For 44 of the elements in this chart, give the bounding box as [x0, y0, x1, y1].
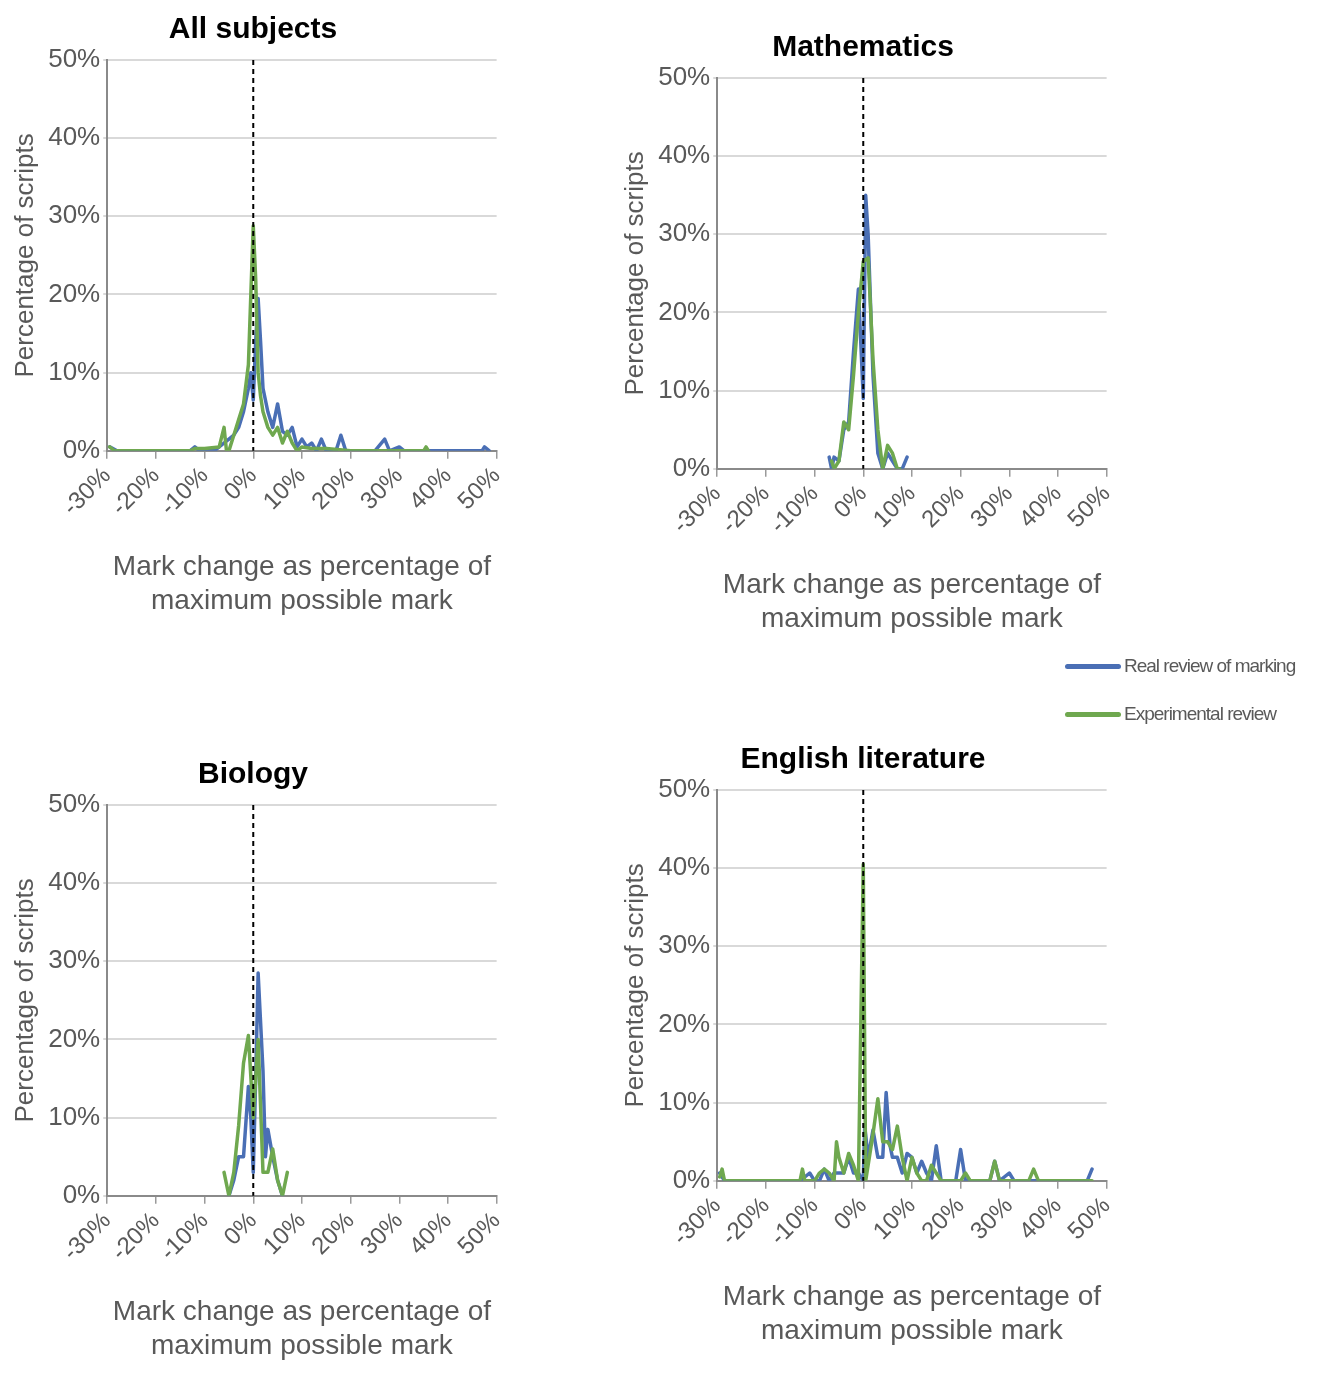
- x-tick-label: 0%: [217, 461, 262, 505]
- y-tick-label: 50%: [48, 43, 101, 74]
- y-tick-label: 10%: [658, 1085, 711, 1116]
- y-tick-label: 40%: [48, 121, 101, 152]
- x-axis-title: Mark change as percentage of maximum possible mark: [112, 550, 492, 615]
- y-tick-label: 40%: [48, 866, 101, 897]
- y-tick-label: 20%: [48, 277, 101, 308]
- y-tick-label: 10%: [48, 355, 101, 386]
- y-axis-title: Percentage of scripts: [618, 863, 649, 1108]
- x-axis-title: Mark change as percentage of maximum possible mark: [722, 1280, 1102, 1345]
- x-tick-label: 40%: [403, 1206, 457, 1260]
- y-tick-label: 40%: [658, 139, 711, 170]
- x-tick-label: 40%: [1013, 1191, 1067, 1245]
- x-axis-title: Mark change as percentage of maximum possible mark: [112, 1295, 492, 1360]
- y-tick-label: 30%: [48, 199, 101, 230]
- x-tick-label: 0%: [827, 1191, 872, 1235]
- chart-title: All subjects: [168, 11, 338, 45]
- y-tick-label: 50%: [48, 788, 101, 819]
- y-tick-label: 10%: [658, 373, 711, 404]
- x-tick-label: 0%: [217, 1206, 262, 1250]
- y-tick-label: 20%: [658, 295, 711, 326]
- y-tick-label: 0%: [672, 1163, 711, 1194]
- legend-label: Experimental review: [1124, 703, 1277, 725]
- y-tick-label: 20%: [48, 1022, 101, 1053]
- y-tick-label: 50%: [658, 773, 711, 804]
- x-tick-label: 40%: [1013, 479, 1067, 533]
- y-tick-label: 30%: [48, 944, 101, 975]
- y-axis-title: Percentage of scripts: [618, 151, 649, 396]
- x-tick-label: 40%: [403, 461, 457, 515]
- y-tick-label: 30%: [658, 217, 711, 248]
- chart-title: Biology: [198, 756, 309, 790]
- x-tick-label: 0%: [827, 479, 872, 523]
- y-tick-label: 40%: [658, 851, 711, 882]
- x-axis-title: Mark change as percentage of maximum possible mark: [722, 568, 1102, 633]
- chart-title: Mathematics: [772, 29, 954, 63]
- y-tick-label: 50%: [658, 61, 711, 92]
- y-axis-title: Percentage of scripts: [8, 133, 39, 378]
- y-tick-label: 20%: [658, 1007, 711, 1038]
- chart-title: English literature: [740, 741, 986, 775]
- y-tick-label: 0%: [62, 433, 101, 464]
- legend-label: Real review of marking: [1124, 655, 1296, 677]
- y-axis-title: Percentage of scripts: [8, 878, 39, 1123]
- y-tick-label: 10%: [48, 1100, 101, 1131]
- y-tick-label: 30%: [658, 929, 711, 960]
